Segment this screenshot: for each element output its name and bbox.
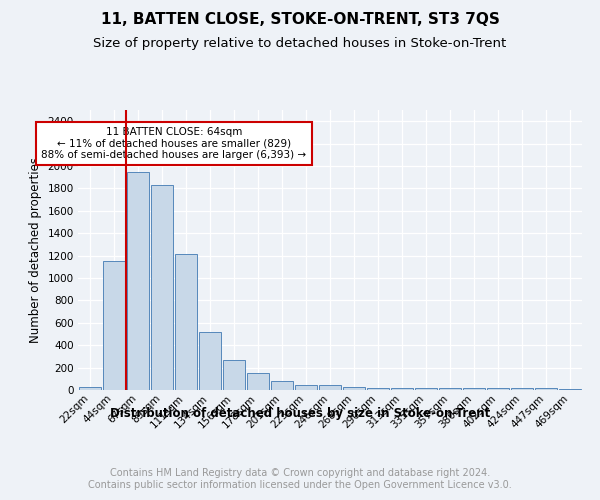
Bar [295,384,317,390]
Bar [103,261,125,390]
Bar [223,360,245,390]
Bar [439,388,461,390]
Bar [535,388,557,390]
Bar [127,172,149,390]
Bar [511,388,533,390]
Y-axis label: Number of detached properties: Number of detached properties [29,157,42,343]
Bar [415,388,437,390]
Text: 11 BATTEN CLOSE: 64sqm
← 11% of detached houses are smaller (829)
88% of semi-de: 11 BATTEN CLOSE: 64sqm ← 11% of detached… [41,127,307,160]
Bar [391,388,413,390]
Text: Size of property relative to detached houses in Stoke-on-Trent: Size of property relative to detached ho… [94,38,506,51]
Bar [367,388,389,390]
Bar [343,386,365,390]
Text: Contains HM Land Registry data © Crown copyright and database right 2024.
Contai: Contains HM Land Registry data © Crown c… [88,468,512,490]
Bar [175,254,197,390]
Bar [247,374,269,390]
Bar [487,388,509,390]
Bar [79,386,101,390]
Bar [199,332,221,390]
Bar [319,386,341,390]
Bar [271,380,293,390]
Bar [559,389,581,390]
Text: 11, BATTEN CLOSE, STOKE-ON-TRENT, ST3 7QS: 11, BATTEN CLOSE, STOKE-ON-TRENT, ST3 7Q… [101,12,499,28]
Bar [151,185,173,390]
Bar [463,388,485,390]
Text: Distribution of detached houses by size in Stoke-on-Trent: Distribution of detached houses by size … [110,408,490,420]
